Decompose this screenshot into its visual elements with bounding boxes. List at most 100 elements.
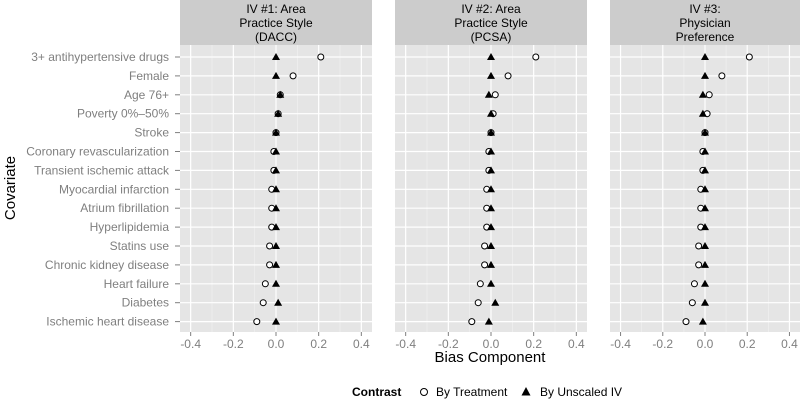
y-axis-title: Covariate xyxy=(2,156,19,220)
point-by-treatment xyxy=(504,72,512,80)
x-tick-label: -0.2 xyxy=(223,337,244,351)
point-by-unscaled-iv xyxy=(487,128,495,136)
x-tick-label: 0.4 xyxy=(353,337,370,351)
legend-key-by-treatment xyxy=(420,388,428,396)
point-by-treatment xyxy=(474,299,482,307)
panel-title-line: IV #3: xyxy=(689,2,720,16)
point-by-unscaled-iv xyxy=(274,109,283,117)
point-by-unscaled-iv xyxy=(272,128,280,136)
point-by-unscaled-iv xyxy=(272,71,280,79)
point-by-unscaled-iv xyxy=(272,317,280,325)
point-by-unscaled-iv xyxy=(701,71,709,79)
point-by-treatment xyxy=(745,53,753,61)
y-tick-label: 3+ antihypertensive drugs xyxy=(31,50,169,64)
point-by-unscaled-iv xyxy=(272,279,280,287)
panel-title-line: Physician xyxy=(679,16,730,30)
point-by-unscaled-iv xyxy=(487,242,495,249)
y-tick-label: Statins use xyxy=(110,239,170,253)
point-by-treatment xyxy=(695,261,703,269)
point-by-unscaled-iv xyxy=(484,90,493,98)
x-tick-label: -0.4 xyxy=(610,337,631,351)
point-by-unscaled-iv xyxy=(487,166,495,174)
x-tick-label: -0.2 xyxy=(652,337,673,351)
legend-key-by-unscaled-iv xyxy=(521,387,531,396)
x-tick-label: 0.0 xyxy=(697,337,714,351)
y-tick-label: Coronary revascularization xyxy=(26,145,169,159)
point-by-treatment xyxy=(682,318,690,326)
point-by-unscaled-iv xyxy=(701,166,709,174)
panel-title-line: IV #1: Area xyxy=(246,2,306,16)
y-tick-label: Ischemic heart disease xyxy=(46,315,169,329)
y-tick-label: Transient ischemic attack xyxy=(34,163,170,177)
panel-title-line: Practice Style xyxy=(454,16,528,30)
point-by-unscaled-iv xyxy=(487,204,495,212)
point-by-unscaled-iv xyxy=(701,147,709,155)
panel-title-line: (DACC) xyxy=(255,30,297,44)
x-tick-label: 0.4 xyxy=(568,337,585,351)
x-tick-label: 0.0 xyxy=(268,337,285,351)
point-by-unscaled-iv xyxy=(701,242,709,249)
y-tick-label: Atrium fibrillation xyxy=(80,201,169,215)
panel-strip xyxy=(395,0,587,45)
legend-title: Contrast xyxy=(352,385,401,399)
y-tick-label: Age 76+ xyxy=(124,88,169,102)
point-by-unscaled-iv xyxy=(487,71,495,79)
point-by-treatment xyxy=(289,72,297,80)
x-tick-label: -0.2 xyxy=(438,337,459,351)
point-by-unscaled-iv xyxy=(272,260,280,268)
point-by-treatment xyxy=(259,299,267,307)
point-by-unscaled-iv xyxy=(272,204,280,212)
y-tick-label: Poverty 0%–50% xyxy=(77,107,169,121)
point-by-unscaled-iv xyxy=(272,147,280,155)
y-tick-label: Hyperlipidemia xyxy=(90,220,170,234)
point-by-unscaled-iv xyxy=(698,90,707,98)
point-by-unscaled-iv xyxy=(701,298,709,306)
point-by-unscaled-iv xyxy=(701,223,709,231)
point-by-treatment xyxy=(690,280,698,288)
x-axis-title: Bias Component xyxy=(435,349,547,366)
y-tick-label: Female xyxy=(129,69,169,83)
legend-label-by-unscaled-iv: By Unscaled IV xyxy=(540,385,622,399)
point-by-treatment xyxy=(468,318,476,326)
point-by-unscaled-iv xyxy=(698,109,707,117)
point-by-treatment xyxy=(532,53,540,61)
point-by-treatment xyxy=(718,72,726,80)
point-by-unscaled-iv xyxy=(484,317,493,325)
y-tick-label: Stroke xyxy=(134,126,169,140)
point-by-treatment xyxy=(491,91,499,99)
point-by-unscaled-iv xyxy=(701,53,709,60)
panel-title-line: Practice Style xyxy=(239,16,313,30)
y-tick-label: Myocardial infarction xyxy=(59,182,169,196)
point-by-unscaled-iv xyxy=(272,242,280,249)
point-by-treatment xyxy=(705,91,713,99)
x-tick-label: 0.4 xyxy=(781,337,798,351)
point-by-unscaled-iv xyxy=(272,53,280,60)
point-by-unscaled-iv xyxy=(274,298,283,306)
x-tick-label: -0.4 xyxy=(395,337,416,351)
point-by-unscaled-iv xyxy=(272,223,280,231)
point-by-treatment xyxy=(476,280,484,288)
point-by-treatment xyxy=(266,261,274,269)
x-tick-label: 0.0 xyxy=(483,337,500,351)
x-tick-label: 0.2 xyxy=(525,337,542,351)
point-by-unscaled-iv xyxy=(487,279,495,287)
panel-strip xyxy=(610,0,800,45)
point-by-treatment xyxy=(253,318,261,326)
y-tick-label: Chronic kidney disease xyxy=(45,258,169,272)
point-by-unscaled-iv xyxy=(487,147,495,155)
y-tick-label: Diabetes xyxy=(122,296,169,310)
point-by-treatment xyxy=(266,242,274,250)
point-by-unscaled-iv xyxy=(491,298,500,306)
point-by-unscaled-iv xyxy=(701,185,709,193)
point-by-unscaled-iv xyxy=(272,185,280,193)
point-by-treatment xyxy=(688,299,696,307)
point-by-unscaled-iv xyxy=(276,90,285,98)
point-by-unscaled-iv xyxy=(487,223,495,231)
point-by-unscaled-iv xyxy=(701,260,709,268)
point-by-treatment xyxy=(481,261,489,269)
panel-title-line: IV #2: Area xyxy=(461,2,521,16)
panel-title-line: (PCSA) xyxy=(471,30,512,44)
point-by-unscaled-iv xyxy=(701,279,709,287)
x-tick-label: -0.4 xyxy=(180,337,201,351)
